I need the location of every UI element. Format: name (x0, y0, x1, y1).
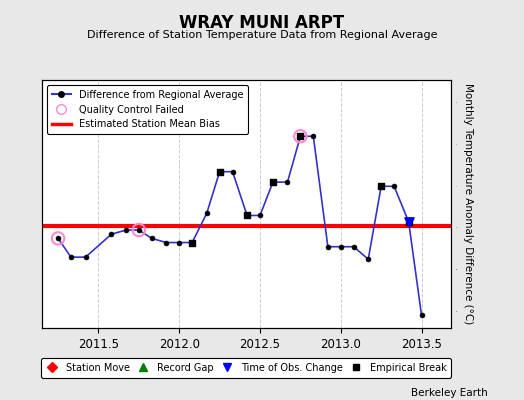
Y-axis label: Monthly Temperature Anomaly Difference (°C): Monthly Temperature Anomaly Difference (… (463, 83, 473, 325)
Point (269, 179, 277, 185)
Point (243, 212, 252, 219)
Text: Difference of Station Temperature Data from Regional Average: Difference of Station Temperature Data f… (87, 30, 437, 40)
Point (296, 133, 304, 140)
Legend: Station Move, Record Gap, Time of Obs. Change, Empirical Break: Station Move, Record Gap, Time of Obs. C… (41, 358, 451, 378)
Point (405, 218, 413, 225)
Point (296, 133, 304, 140)
Point (405, 218, 413, 225)
Text: Berkeley Earth: Berkeley Earth (411, 388, 487, 398)
Point (188, 239, 196, 246)
Point (54, 235, 62, 242)
Point (377, 183, 385, 190)
Point (215, 168, 224, 175)
Point (135, 227, 143, 233)
Text: WRAY MUNI ARPT: WRAY MUNI ARPT (179, 14, 345, 32)
